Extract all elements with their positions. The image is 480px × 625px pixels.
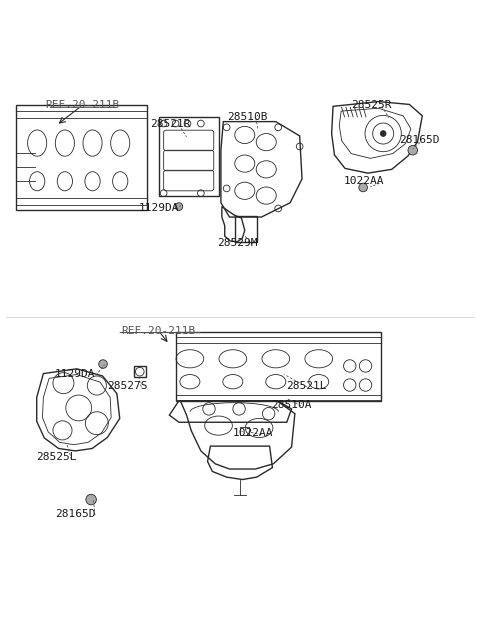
Text: 1022AA: 1022AA (344, 176, 384, 186)
Text: REF.20-211B: REF.20-211B (122, 326, 196, 336)
Circle shape (175, 202, 183, 211)
Text: 28165D: 28165D (399, 135, 439, 145)
Text: 1022AA: 1022AA (233, 428, 273, 438)
Text: REF.20-211B: REF.20-211B (46, 100, 120, 110)
Text: 1129DA: 1129DA (55, 369, 96, 379)
Text: 28525R: 28525R (351, 100, 392, 110)
Text: 28521R: 28521R (151, 119, 191, 129)
Circle shape (408, 146, 418, 155)
Circle shape (380, 131, 386, 136)
Circle shape (359, 183, 367, 192)
Text: 28527S: 28527S (108, 381, 148, 391)
Text: 28521L: 28521L (287, 381, 327, 391)
Circle shape (99, 360, 108, 368)
Text: 28510A: 28510A (271, 399, 312, 409)
Text: 28525L: 28525L (36, 452, 76, 462)
Text: 28165D: 28165D (55, 509, 96, 519)
Text: 28529M: 28529M (217, 238, 258, 248)
Text: 1129DA: 1129DA (139, 202, 179, 212)
Text: 28510B: 28510B (227, 112, 267, 122)
Circle shape (86, 494, 96, 505)
